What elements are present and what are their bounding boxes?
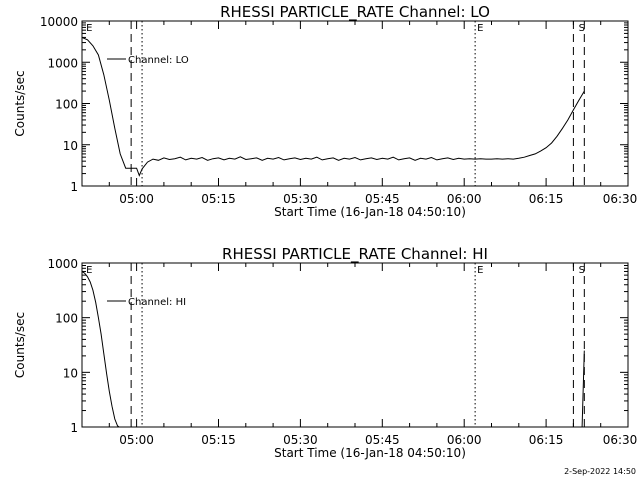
chart-title: RHESSI PARTICLE_RATE Channel: LO bbox=[220, 3, 490, 22]
y-tick-label: 10 bbox=[63, 366, 78, 380]
footer-timestamp: 2-Sep-2022 14:50 bbox=[564, 467, 636, 476]
plot-frame bbox=[81, 262, 629, 428]
y-axis-label: Counts/sec bbox=[13, 70, 27, 136]
x-tick-label: 05:00 bbox=[119, 433, 154, 447]
y-tick-label: 100 bbox=[55, 98, 78, 112]
x-tick-label: 06:30 bbox=[603, 192, 638, 206]
x-tick-label: 06:15 bbox=[529, 192, 564, 206]
x-tick-label: 06:00 bbox=[447, 192, 482, 206]
x-tick-label: 05:30 bbox=[283, 192, 318, 206]
series-line-0 bbox=[82, 36, 585, 177]
y-tick-label: 1 bbox=[70, 421, 78, 435]
x-tick-label: 05:00 bbox=[119, 192, 154, 206]
y-tick-label: 10000 bbox=[40, 15, 78, 29]
y-axis-label: Counts/sec bbox=[13, 312, 27, 378]
lo-channel-panel: RHESSI PARTICLE_RATE Channel: LO 1 10 100 10… bbox=[13, 3, 637, 219]
y-tick-label: 100 bbox=[55, 312, 78, 326]
marker-label: E bbox=[477, 265, 483, 276]
x-axis-label: Start Time (16-Jan-18 04:50:10) bbox=[274, 446, 466, 460]
x-tick-label: 05:45 bbox=[365, 192, 400, 206]
chart-title: RHESSI PARTICLE_RATE Channel: HI bbox=[222, 245, 488, 264]
marker-label: S bbox=[579, 23, 585, 34]
plot-frame bbox=[81, 20, 629, 187]
marker-label: S bbox=[579, 265, 585, 276]
x-tick-label: 05:15 bbox=[201, 433, 236, 447]
x-tick-label: 06:15 bbox=[529, 433, 564, 447]
marker-label: E bbox=[477, 23, 483, 34]
x-tick-label: 06:30 bbox=[603, 433, 638, 447]
y-tick-label: 1000 bbox=[47, 56, 78, 70]
y-tick-label: 1 bbox=[70, 180, 78, 194]
x-axis-label: Start Time (16-Jan-18 04:50:10) bbox=[274, 205, 466, 219]
x-tick-label: 06:00 bbox=[447, 433, 482, 447]
y-tick-label: 10 bbox=[63, 139, 78, 153]
legend-label: Channel: LO bbox=[128, 55, 189, 66]
hi-channel-panel: RHESSI PARTICLE_RATE Channel: HI 1 10 100 10… bbox=[13, 245, 637, 460]
legend-label: Channel: HI bbox=[128, 297, 186, 308]
y-tick-label: 1000 bbox=[47, 257, 78, 271]
series-line-1 bbox=[581, 350, 585, 427]
series-line-0 bbox=[82, 271, 120, 427]
x-tick-label: 05:45 bbox=[365, 433, 400, 447]
marker-label: E bbox=[86, 265, 92, 276]
x-tick-label: 05:30 bbox=[283, 433, 318, 447]
x-tick-label: 05:15 bbox=[201, 192, 236, 206]
marker-label: E bbox=[86, 23, 92, 34]
